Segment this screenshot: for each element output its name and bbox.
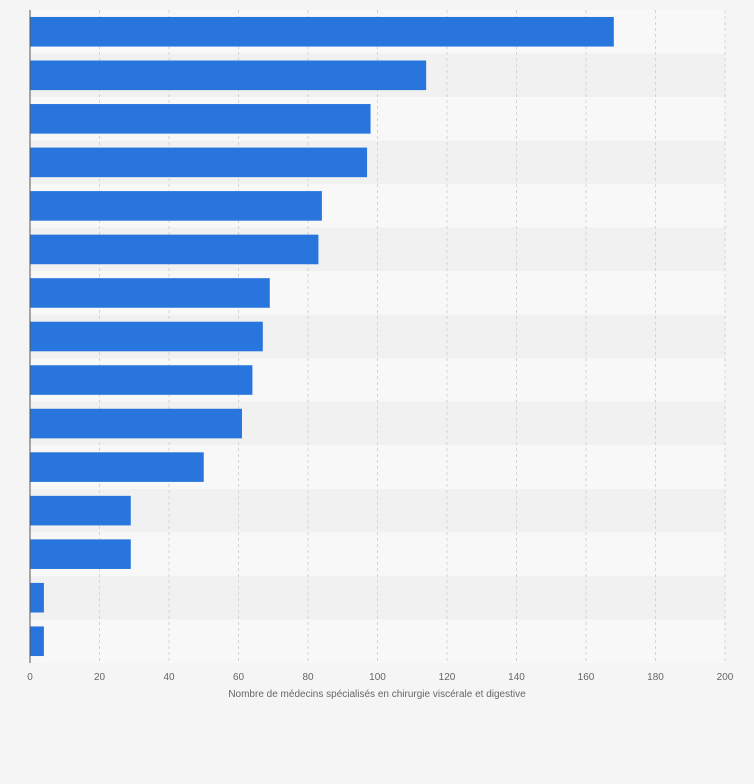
x-tick-label: 100 <box>369 672 386 683</box>
bar[interactable] <box>30 626 44 657</box>
bar[interactable] <box>30 60 427 91</box>
x-tick-labels: 0 20 40 60 80 100 120 140 160 180 200 <box>27 672 734 683</box>
bar[interactable] <box>30 539 131 569</box>
x-axis-title: Nombre de médecins spécialisés en chirur… <box>228 689 526 700</box>
bar[interactable] <box>30 234 319 265</box>
x-tick-label: 40 <box>163 672 175 683</box>
bar[interactable] <box>30 147 368 178</box>
bar[interactable] <box>30 191 322 221</box>
x-tick-label: 160 <box>578 672 595 683</box>
x-tick-label: 120 <box>439 672 456 683</box>
x-tick-label: 200 <box>717 672 734 683</box>
x-tick-label: 20 <box>94 672 106 683</box>
bar[interactable] <box>30 408 242 439</box>
bar[interactable] <box>30 278 270 308</box>
bar[interactable] <box>30 365 253 395</box>
bars <box>30 16 614 657</box>
bar[interactable] <box>30 321 263 352</box>
x-tick-label: 80 <box>302 672 314 683</box>
x-tick-label: 60 <box>233 672 245 683</box>
bar[interactable] <box>30 16 614 47</box>
bar[interactable] <box>30 582 44 613</box>
x-tick-label: 140 <box>508 672 525 683</box>
x-tick-label: 180 <box>647 672 664 683</box>
x-tick-label: 0 <box>27 672 33 683</box>
bar[interactable] <box>30 104 371 134</box>
bar[interactable] <box>30 452 204 482</box>
bar[interactable] <box>30 495 131 526</box>
